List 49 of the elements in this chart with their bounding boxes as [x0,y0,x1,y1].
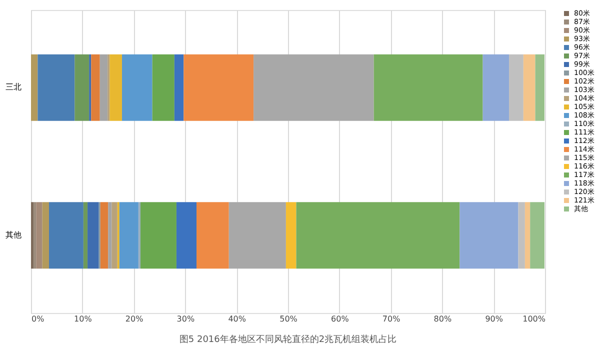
bar [91,54,100,121]
bar [176,202,197,269]
bar [100,202,108,269]
x-tick-label: 90% [485,314,504,324]
x-tick-label: 60% [331,314,350,324]
x-tick-label: 0% [32,314,45,324]
bar [184,54,254,121]
bar [36,202,42,269]
bar [42,202,49,269]
x-tick-label: 10% [74,314,92,324]
bar [535,54,544,121]
bar [74,54,90,121]
bar [374,54,483,121]
bar [140,202,176,269]
x-tick-label: 100% [522,314,546,324]
bar [482,54,510,121]
bar [31,202,34,269]
bar [152,54,174,121]
bar [38,54,75,121]
x-tick-label: 30% [176,314,195,324]
bar [296,202,460,269]
bar [523,54,536,121]
bar [286,202,296,269]
x-tick-label: 20% [125,314,144,324]
bar [48,202,84,269]
bar [174,54,184,121]
bar [518,202,525,269]
bar [196,202,229,269]
bar [122,54,152,121]
bar [83,202,88,269]
bar [88,202,99,269]
x-tick-label: 70% [382,314,401,324]
x-tick-label: 50% [280,314,298,324]
bar [509,54,524,121]
bar [31,54,38,121]
bar [108,202,112,269]
text: 图5 2016年各地区不同风轮直径的2兆瓦机组装机占比 [179,334,397,345]
bar [100,54,108,121]
bar [254,54,374,121]
bar [110,54,122,121]
bar [112,202,118,269]
bar [530,202,544,269]
bar [460,202,518,269]
x-tick-label: 80% [434,314,452,324]
x-tick-label: 40% [228,314,246,324]
bar [228,202,286,269]
y-tick-label: 三北 [6,82,22,92]
bar [524,202,530,269]
bar [119,202,138,269]
